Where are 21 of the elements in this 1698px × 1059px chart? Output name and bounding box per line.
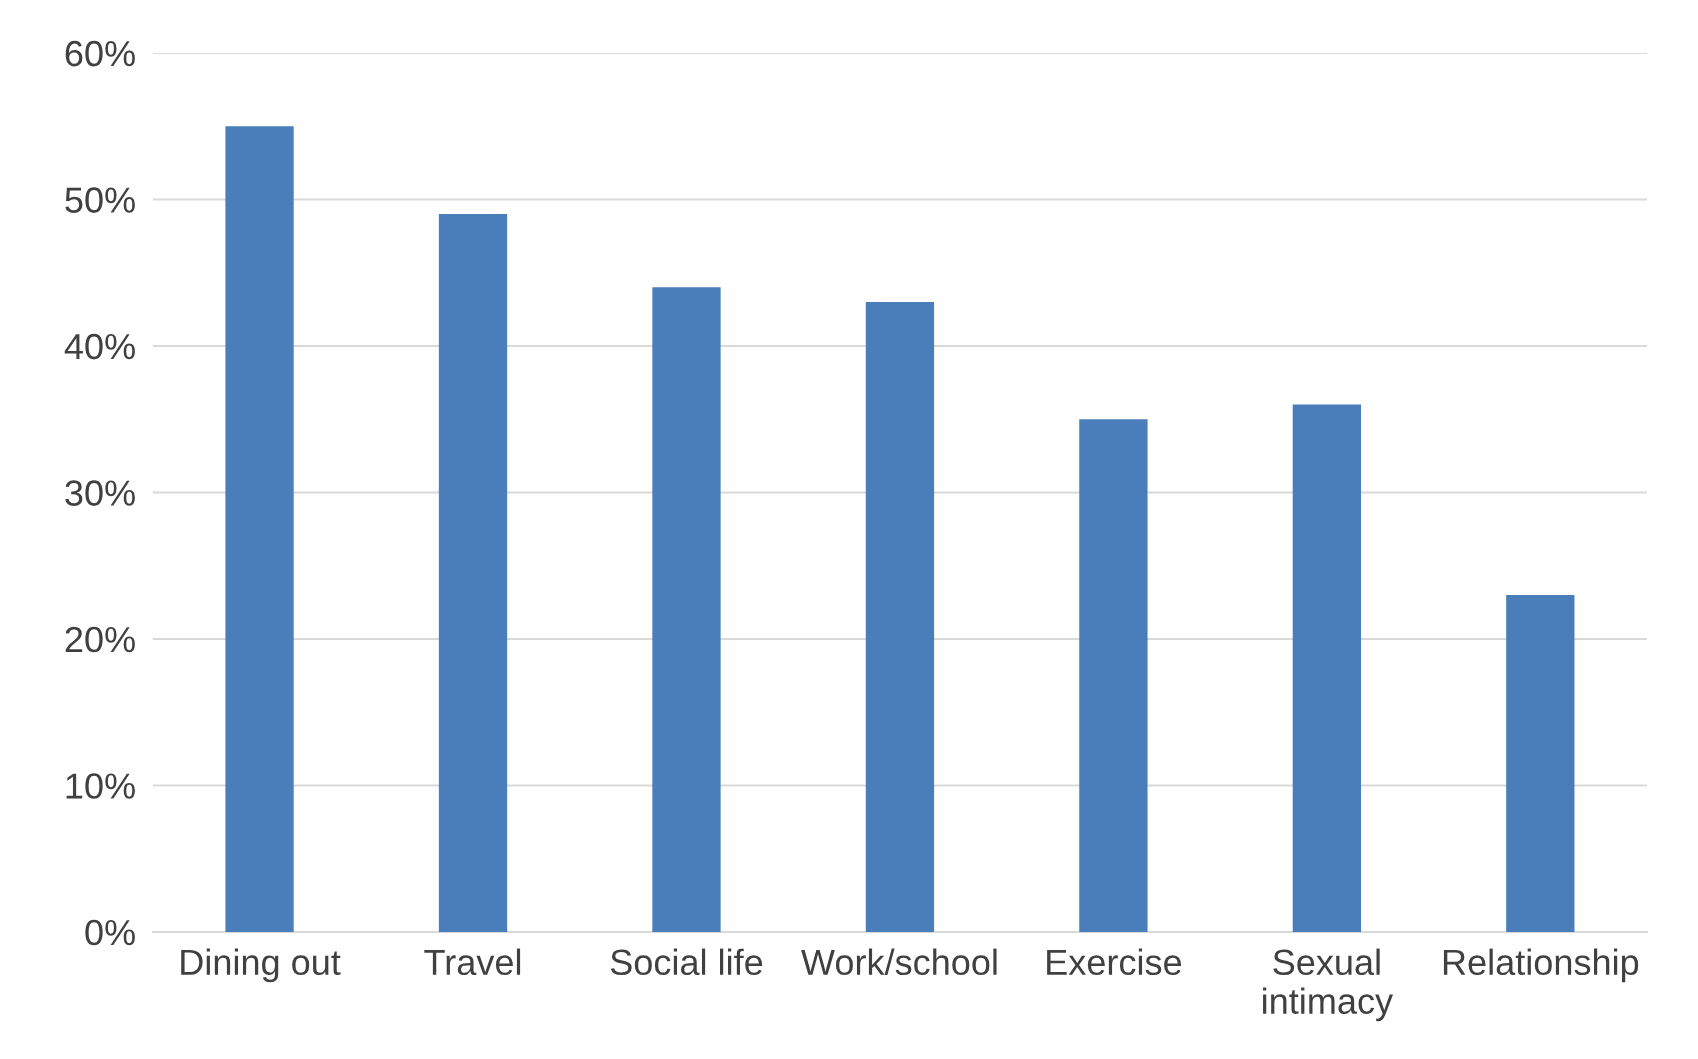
x-tick-label: Social life	[610, 948, 763, 976]
y-tick-label: 30%	[65, 480, 135, 506]
bar	[865, 301, 935, 932]
bar	[438, 214, 508, 932]
x-tick-label: Dining out	[181, 948, 341, 983]
y-tick-label: 10%	[66, 773, 135, 799]
x-tick-label: Travel	[424, 948, 521, 976]
x-tick-label: Exercise	[1047, 948, 1182, 976]
bar	[652, 287, 721, 932]
bar	[1292, 404, 1362, 932]
y-tick-label: 60%	[65, 40, 135, 67]
bar	[1079, 419, 1148, 932]
x-tick-label: Relationship	[1443, 948, 1639, 983]
y-tick-label: 40%	[64, 333, 135, 360]
x-tick-label: Sexual intimacy	[1263, 948, 1394, 1022]
bar	[225, 126, 294, 932]
y-tick-label: 50%	[65, 187, 135, 213]
bar	[1506, 594, 1575, 932]
y-tick-label: 0%	[85, 919, 135, 946]
x-tick-label: Work/school	[801, 948, 997, 976]
y-tick-label: 20%	[65, 626, 135, 653]
